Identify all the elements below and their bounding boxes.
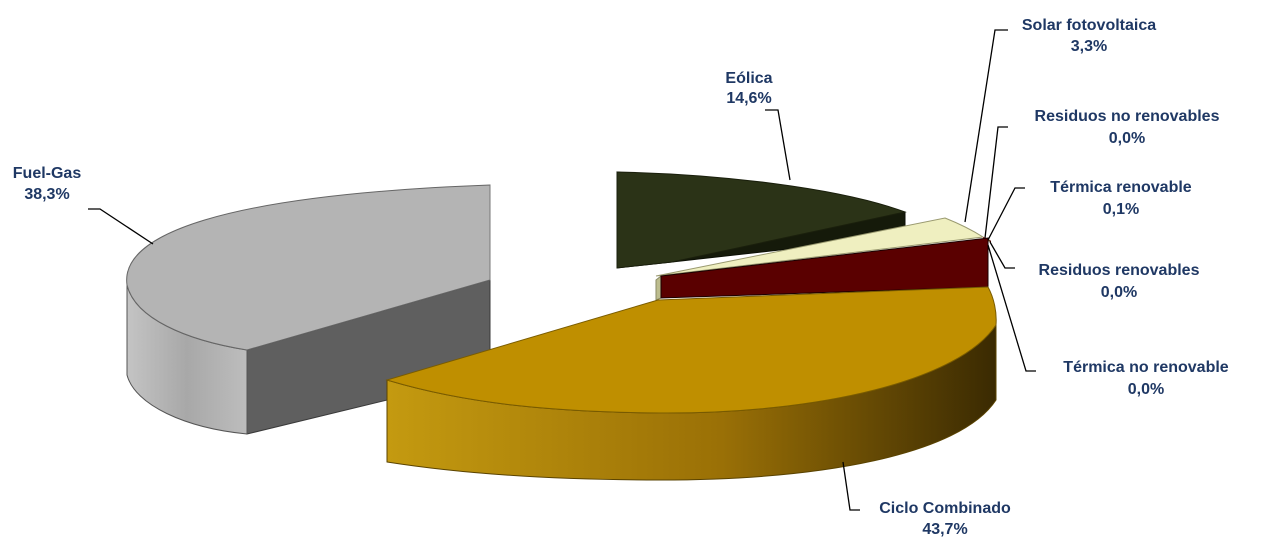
label-residuos-no-renovables-value: 0,0%: [1109, 130, 1145, 147]
label-solar-fotovoltaica-value: 3,3%: [1071, 38, 1107, 55]
label-termica-no-renovable-name: Térmica no renovable: [1063, 359, 1228, 376]
label-termica-renovable-name: Térmica renovable: [1050, 179, 1192, 196]
label-residuos-no-renovables-name: Residuos no renovables: [1035, 108, 1220, 125]
label-ciclo-combinado-value: 43,7%: [922, 521, 967, 538]
label-termica-no-renovable-value: 0,0%: [1128, 381, 1164, 398]
leader-termica-no-renovable: [987, 244, 1036, 372]
leader-residuos-renovables: [989, 241, 1015, 269]
label-solar-fotovoltaica-name: Solar fotovoltaica: [1022, 17, 1156, 34]
leader-solar-fotovoltaica: [964, 29, 1008, 223]
label-eolica-value: 14,6%: [726, 90, 771, 107]
label-residuos-renovables-name: Residuos renovables: [1039, 262, 1200, 279]
label-fuel-gas-value: 38,3%: [24, 186, 69, 203]
slice-ciclo-combinado-top: [385, 286, 997, 414]
leader-lines: [88, 29, 1036, 511]
leader-ciclo-combinado: [842, 461, 860, 511]
leader-termica-renovable: [987, 187, 1025, 241]
label-ciclo-combinado-name: Ciclo Combinado: [879, 500, 1011, 517]
label-fuel-gas-name: Fuel-Gas: [13, 165, 82, 182]
label-residuos-renovables-value: 0,0%: [1101, 284, 1137, 301]
slice-fuel-gas-top: [126, 184, 491, 351]
label-eolica-name: Eólica: [725, 70, 772, 87]
slice-eolica-top: [616, 171, 907, 269]
label-termica-renovable-value: 0,1%: [1103, 201, 1139, 218]
slice-solar-fotovoltaica-top: [655, 217, 985, 277]
leader-residuos-no-renovables: [984, 126, 1008, 239]
slice-solar-fotovoltaica: [655, 217, 985, 301]
slice-fuel-gas: [126, 184, 491, 435]
slice-ciclo-combinado: [385, 286, 997, 481]
slice-solar-fotovoltaica-wall: [655, 274, 662, 301]
labels: Eólica 14,6% Solar fotovoltaica 3,3% Res…: [13, 17, 1229, 538]
leader-eolica: [765, 109, 791, 181]
leader-fuel-gas: [88, 208, 154, 245]
